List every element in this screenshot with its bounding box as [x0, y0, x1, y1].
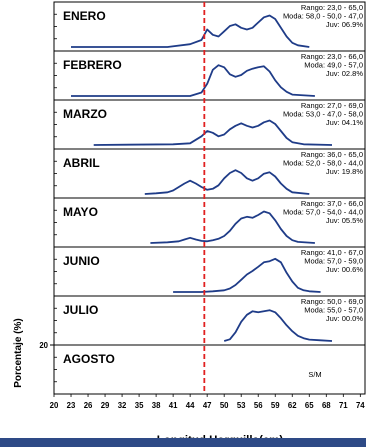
- panel-frame: [53, 295, 366, 346]
- x-tick-label: 71: [339, 401, 348, 410]
- x-tick-label: 53: [237, 401, 246, 410]
- panel-stats-line: Rango: 41,0 - 67,0: [301, 248, 363, 257]
- x-tick-label: 65: [305, 401, 314, 410]
- panel-stats-line: S/M: [308, 370, 321, 379]
- panel-frame: [53, 246, 366, 297]
- panel-stats-line: Moda: 49,0 - 57,0: [304, 61, 363, 70]
- panel-month-label: JUNIO: [63, 254, 100, 268]
- panel-agosto: AGOSTO S/M: [53, 344, 366, 395]
- series-line-marzo: [93, 119, 333, 146]
- panel-frame: [53, 344, 366, 395]
- x-tick-label: 41: [169, 401, 178, 410]
- panel-stats-line: Juv: 04.1%: [326, 118, 363, 127]
- panel-stats-line: Moda: 55,0 - 57,0: [304, 306, 363, 315]
- series-line-mayo: [150, 210, 315, 244]
- x-tick-label: 47: [203, 401, 212, 410]
- panel-stats-line: Rango: 37,0 - 66,0: [301, 199, 363, 208]
- series-line-abril: [144, 169, 310, 195]
- x-tick-label: 68: [322, 401, 331, 410]
- series-line-julio: [223, 309, 333, 342]
- x-tick-label: 74: [356, 401, 365, 410]
- x-tick-label: 62: [288, 401, 297, 410]
- panel-month-label: MAYO: [63, 205, 98, 219]
- x-tick-label: 20: [50, 401, 59, 410]
- panel-stats-line: Moda: 52,0 - 58,0 - 44,0: [283, 159, 363, 168]
- panel-stats-line: Juv: 19.8%: [326, 167, 363, 176]
- x-tick-label: 59: [271, 401, 280, 410]
- panel-stats-line: Rango: 23,0 - 65,0: [301, 3, 363, 12]
- panel-stats-line: Rango: 50,0 - 69,0: [301, 297, 363, 306]
- panel-month-label: FEBRERO: [63, 58, 122, 72]
- x-tick-label: 44: [186, 401, 195, 410]
- panel-month-label: MARZO: [63, 107, 107, 121]
- panel-stats-line: Juv: 00.6%: [326, 265, 363, 274]
- panel-frame: [53, 197, 366, 248]
- panel-frame: [53, 1, 366, 52]
- x-tick-label: 56: [254, 401, 263, 410]
- series-line-junio: [173, 257, 321, 293]
- panel-stats-line: Rango: 23,0 - 66,0: [301, 52, 363, 61]
- x-tick-label: 26: [84, 401, 93, 410]
- panel-month-label: ENERO: [63, 9, 106, 23]
- panel-stats-line: Juv: 05.5%: [326, 216, 363, 225]
- x-tick-label: 23: [67, 401, 76, 410]
- panel-month-label: JULIO: [63, 303, 98, 317]
- y-axis-label: Porcentaje (%): [13, 318, 24, 387]
- panel-stats-line: Juv: 02.8%: [326, 69, 363, 78]
- panel-stats-line: Moda: 58,0 - 50,0 - 47,0: [283, 12, 363, 21]
- panel-month-label: AGOSTO: [63, 352, 115, 366]
- bottom-decorative-bar: [0, 438, 366, 447]
- panel-stats-line: Moda: 57,0 - 59,0: [304, 257, 363, 266]
- panel-stats-line: Rango: 36,0 - 65,0: [301, 150, 363, 159]
- panel-stats-line: Rango: 27,0 - 69,0: [301, 101, 363, 110]
- x-tick-label: 29: [101, 401, 110, 410]
- x-tick-label: 35: [135, 401, 144, 410]
- x-tick-label: 38: [152, 401, 161, 410]
- panel-frame: [53, 50, 366, 101]
- x-tick-label: 50: [220, 401, 229, 410]
- series-line-febrero: [71, 64, 315, 97]
- panel-stats-line: Moda: 53,0 - 47,0 - 58,0: [283, 110, 363, 119]
- panel-month-label: ABRIL: [63, 156, 100, 170]
- panel-stats-line: Juv: 00.0%: [326, 314, 363, 323]
- panel-frame: [53, 99, 366, 150]
- panel-stats-line: Juv: 06.9%: [326, 20, 363, 29]
- y-tick-label: 20: [39, 341, 48, 350]
- x-tick-label: 32: [118, 401, 127, 410]
- panel-stats-line: Moda: 57,0 - 54,0 - 44,0: [283, 208, 363, 217]
